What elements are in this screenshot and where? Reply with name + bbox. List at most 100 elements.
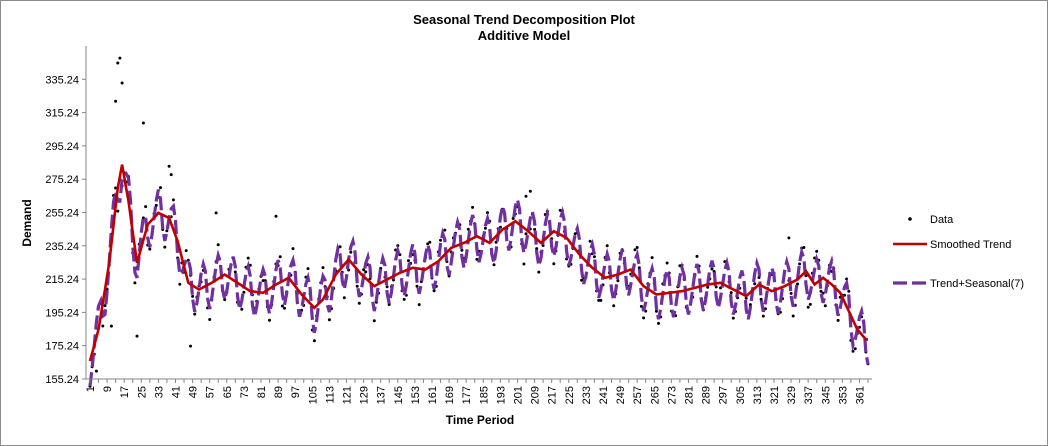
y-tick-label: 215.24 xyxy=(45,274,79,286)
data-point xyxy=(635,246,639,249)
data-point xyxy=(806,305,810,309)
data-point xyxy=(486,211,489,215)
data-point xyxy=(116,209,120,213)
x-tick-label: 201 xyxy=(512,386,524,404)
data-point xyxy=(714,285,718,289)
data-point xyxy=(759,297,763,301)
data-point xyxy=(528,189,532,193)
x-tick-label: 273 xyxy=(666,386,678,404)
data-point xyxy=(791,314,795,318)
data-point xyxy=(240,307,244,311)
data-point xyxy=(94,369,98,373)
x-tick-label: 73 xyxy=(239,386,251,398)
data-point xyxy=(524,232,528,236)
y-tick-label: 175.24 xyxy=(45,341,79,353)
x-tick-label: 129 xyxy=(359,386,371,404)
axes: 155.24 175.24 195.24 215.24 235.24 255.24 275.… xyxy=(45,46,872,404)
data-point xyxy=(808,302,812,306)
data-point xyxy=(819,289,823,293)
data-point xyxy=(535,247,539,251)
data-point xyxy=(796,282,799,286)
x-tick-label: 233 xyxy=(581,386,593,404)
data-point xyxy=(637,266,641,270)
data-point xyxy=(167,164,171,168)
data-point xyxy=(291,247,295,251)
data-point xyxy=(368,277,372,281)
data-point xyxy=(443,228,447,232)
x-tick-label: 113 xyxy=(324,386,336,404)
x-tick-label: 121 xyxy=(341,386,353,404)
data-point xyxy=(552,262,556,266)
legend-item-data: Data xyxy=(908,214,954,226)
x-tick-label: 225 xyxy=(564,386,576,404)
legend-marker-data xyxy=(908,217,912,221)
data-point xyxy=(223,298,227,302)
data-point xyxy=(189,344,192,348)
data-point xyxy=(483,226,487,230)
data-points xyxy=(88,56,870,388)
data-point xyxy=(815,249,819,253)
data-point xyxy=(524,194,528,198)
x-tick-label: 105 xyxy=(307,386,319,404)
data-point xyxy=(133,281,137,285)
data-point xyxy=(588,239,592,243)
data-point xyxy=(372,319,376,323)
data-point xyxy=(208,318,212,321)
y-tick-label: 155.24 xyxy=(45,374,79,386)
data-point xyxy=(757,276,761,279)
data-point xyxy=(357,301,361,305)
legend-label-data: Data xyxy=(930,214,954,226)
data-point xyxy=(233,270,237,274)
data-point xyxy=(184,249,188,253)
x-tick-label: 57 xyxy=(205,386,217,398)
data-point xyxy=(599,298,603,302)
data-point xyxy=(851,349,855,353)
x-tick-label: 145 xyxy=(393,386,405,404)
data-point xyxy=(118,56,122,60)
data-point xyxy=(415,284,419,288)
x-tick-label: 337 xyxy=(803,386,815,404)
data-point xyxy=(101,324,105,328)
data-point xyxy=(494,240,498,244)
x-tick-label: 313 xyxy=(752,386,764,404)
data-point xyxy=(385,285,389,289)
x-tick-label: 265 xyxy=(649,386,661,404)
data-point xyxy=(475,257,479,261)
x-tick-label: 153 xyxy=(410,386,422,404)
data-point xyxy=(148,247,152,251)
legend: Data Smoothed Trend Trend+Seasonal(7) xyxy=(893,214,1024,290)
data-point xyxy=(159,186,162,190)
chart-subtitle: Additive Model xyxy=(478,28,570,43)
data-point xyxy=(355,284,359,288)
y-tick-label: 195.24 xyxy=(45,307,79,319)
y-tick-label: 235.24 xyxy=(45,241,79,253)
data-point xyxy=(144,205,148,209)
trend-seasonal-line xyxy=(88,171,870,387)
data-point xyxy=(650,256,654,260)
legend-item-trend: Smoothed Trend xyxy=(893,239,1011,251)
data-point xyxy=(616,279,620,283)
x-tick-label: 185 xyxy=(478,386,490,404)
data-point xyxy=(171,198,175,202)
x-tick-label: 345 xyxy=(820,386,832,404)
data-point xyxy=(186,258,190,262)
data-point xyxy=(306,267,310,271)
x-tick-label: 249 xyxy=(615,386,627,404)
data-point xyxy=(193,312,197,316)
data-point xyxy=(214,211,218,215)
data-point xyxy=(511,217,515,220)
x-tick-label: 257 xyxy=(632,386,644,404)
x-tick-label: 305 xyxy=(735,386,747,404)
data-point xyxy=(407,259,410,263)
x-tick-label: 161 xyxy=(427,386,439,404)
data-point xyxy=(274,214,278,218)
y-tick-label: 255.24 xyxy=(45,208,79,220)
data-point xyxy=(642,316,646,320)
x-tick-label: 25 xyxy=(136,386,148,398)
x-tick-label: 241 xyxy=(598,386,610,404)
data-point xyxy=(338,245,342,249)
data-point xyxy=(165,229,169,233)
data-point xyxy=(761,314,765,318)
data-point xyxy=(246,256,250,260)
plot-area xyxy=(88,56,870,388)
